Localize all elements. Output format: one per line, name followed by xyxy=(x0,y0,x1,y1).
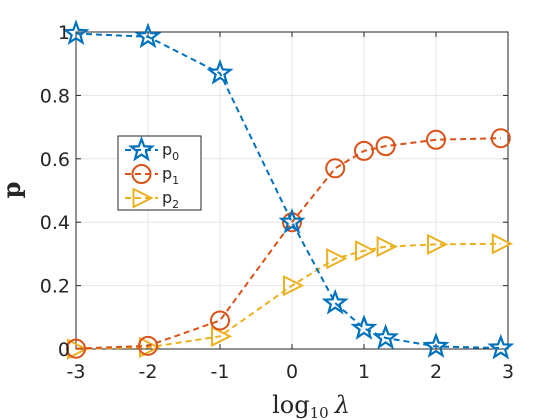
legend-label: p0 xyxy=(162,140,179,163)
tick-labels: -3 -2 -1 0 1 2 3 0 0.2 0.4 0.6 0.8 1 xyxy=(40,22,514,383)
data-point xyxy=(325,158,346,179)
legend-label-sub: 1 xyxy=(172,174,179,187)
x-tick-label: 2 xyxy=(430,361,442,383)
data-point xyxy=(134,22,162,49)
legend-label-sub: 2 xyxy=(172,198,179,211)
data-point xyxy=(211,325,233,347)
x-axis-label-symbol: λ xyxy=(334,391,350,419)
legend-label-main: p xyxy=(162,164,172,183)
x-tick-label: -1 xyxy=(211,361,230,383)
x-axis-label: log10 λ xyxy=(272,391,350,420)
data-point xyxy=(350,314,378,340)
legend-label-main: p xyxy=(162,188,172,207)
data-point xyxy=(138,335,158,356)
legend-marker xyxy=(131,164,152,184)
series-p0 xyxy=(62,19,515,360)
data-point xyxy=(422,332,450,358)
series-line xyxy=(75,242,501,350)
series-group xyxy=(62,19,515,360)
legend-label-main: p xyxy=(162,140,172,159)
y-axis-label: p xyxy=(0,182,26,199)
legend-item: p2 xyxy=(125,187,179,211)
series-p2 xyxy=(67,233,514,360)
y-tick-label: 0 xyxy=(58,339,70,361)
data-point xyxy=(490,128,511,149)
data-point xyxy=(426,129,446,150)
data-point xyxy=(372,323,400,350)
data-point xyxy=(283,274,305,297)
legend-label: p1 xyxy=(162,164,179,187)
x-tick-label: 1 xyxy=(358,361,370,383)
x-axis-label-sub: 10 xyxy=(310,404,329,420)
x-tick-label: 0 xyxy=(286,361,298,383)
data-point xyxy=(62,19,90,46)
x-tick-label: -2 xyxy=(139,361,158,383)
data-point xyxy=(376,235,398,258)
y-tick-label: 1 xyxy=(58,22,70,44)
legend-item: p1 xyxy=(125,164,179,187)
data-point xyxy=(321,288,349,315)
data-point xyxy=(66,338,86,359)
data-point xyxy=(354,140,374,161)
legend-marker xyxy=(132,187,154,209)
data-point xyxy=(491,233,514,255)
legend-label-sub: 0 xyxy=(172,150,179,163)
data-point xyxy=(278,208,306,234)
data-point xyxy=(375,136,396,157)
data-point xyxy=(206,59,234,85)
data-point xyxy=(355,240,377,262)
data-point xyxy=(487,333,515,360)
data-point xyxy=(427,233,449,256)
x-tick-label: -3 xyxy=(67,361,86,383)
data-point xyxy=(326,248,348,270)
y-tick-label: 0.2 xyxy=(40,276,70,298)
x-tick-label: 3 xyxy=(502,361,514,383)
y-tick-label: 0.6 xyxy=(40,149,70,171)
series-line xyxy=(75,32,501,350)
legend-label: p2 xyxy=(162,188,179,211)
legend-marker xyxy=(128,135,155,162)
y-tick-label: 0.4 xyxy=(40,212,70,234)
legend-item: p0 xyxy=(125,135,179,163)
data-point xyxy=(210,310,230,331)
y-tick-label: 0.8 xyxy=(40,85,70,107)
x-axis-label-main: log xyxy=(272,391,310,419)
